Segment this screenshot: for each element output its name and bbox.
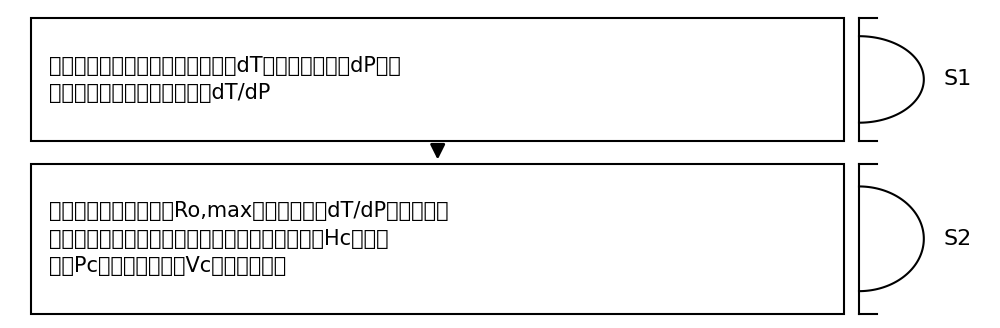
Text: 压力Pc以及临界吸附量Vc中的至少一种: 压力Pc以及临界吸附量Vc中的至少一种: [49, 256, 287, 277]
Text: S2: S2: [944, 229, 972, 249]
Text: 利用镜质组最大反射率Ro,max和温压梯度比dT/dP计算煤层气: 利用镜质组最大反射率Ro,max和温压梯度比dT/dP计算煤层气: [49, 201, 449, 221]
Text: 在等埋深变化时，将地温变化数值dT与压力变化数值dP比，: 在等埋深变化时，将地温变化数值dT与压力变化数值dP比，: [49, 56, 401, 76]
Text: 定义为温压梯度比，并表示为dT/dP: 定义为温压梯度比，并表示为dT/dP: [49, 83, 271, 103]
Text: 吸附极大值，所述煤层气吸附极大值包括临界埋深Hc、临界: 吸附极大值，所述煤层气吸附极大值包括临界埋深Hc、临界: [49, 229, 389, 249]
Text: S1: S1: [944, 70, 972, 90]
FancyBboxPatch shape: [31, 18, 844, 141]
FancyBboxPatch shape: [31, 164, 844, 314]
